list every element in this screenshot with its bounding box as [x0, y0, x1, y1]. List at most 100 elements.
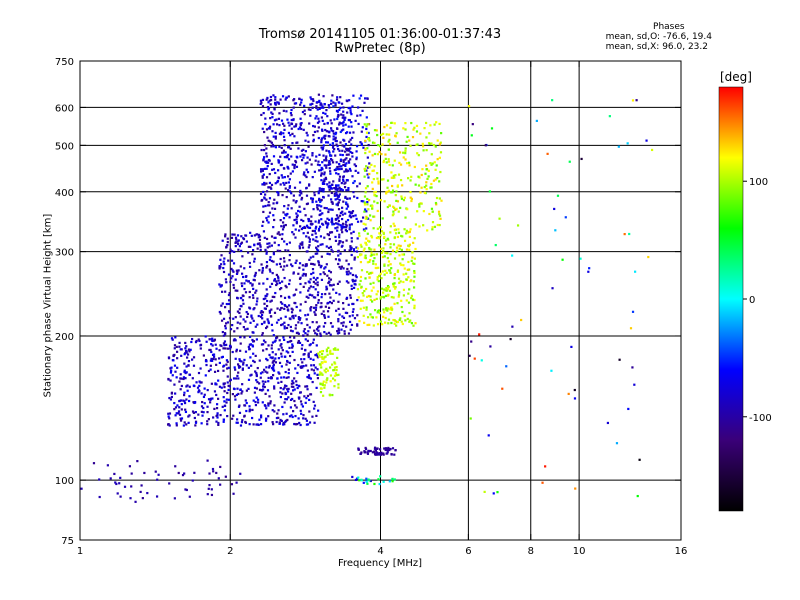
data-point — [388, 289, 392, 292]
data-point — [253, 244, 256, 247]
data-point — [299, 291, 302, 294]
data-point — [282, 151, 285, 154]
data-point — [252, 278, 255, 281]
data-point — [261, 317, 264, 320]
data-point — [366, 156, 369, 159]
data-point — [118, 482, 121, 485]
data-point — [343, 116, 346, 119]
data-point — [200, 392, 203, 395]
data-point — [373, 200, 376, 203]
data-point — [419, 202, 422, 205]
data-point — [255, 338, 258, 341]
data-point — [338, 101, 341, 104]
data-point — [317, 299, 320, 302]
data-point — [554, 229, 557, 232]
data-point — [168, 424, 171, 427]
data-point — [205, 340, 208, 343]
data-point — [363, 247, 366, 250]
data-point — [274, 361, 278, 364]
data-point — [488, 190, 491, 193]
data-point — [366, 147, 369, 150]
data-point — [139, 490, 142, 494]
data-point — [238, 365, 242, 368]
data-point — [185, 488, 188, 492]
data-point — [297, 229, 301, 232]
data-point — [371, 181, 374, 184]
data-point — [298, 262, 302, 265]
data-point — [169, 371, 173, 374]
data-point — [359, 275, 363, 279]
data-point — [324, 266, 327, 269]
data-point — [251, 345, 255, 348]
data-point — [245, 275, 248, 278]
data-point — [304, 263, 307, 266]
data-point — [309, 114, 312, 117]
data-point — [315, 333, 319, 336]
data-point — [322, 271, 325, 274]
data-point — [334, 258, 338, 261]
data-point — [327, 104, 330, 107]
data-point — [376, 323, 380, 326]
data-point — [294, 236, 297, 239]
data-point — [412, 128, 415, 131]
data-point — [352, 215, 355, 218]
data-point — [356, 196, 359, 200]
data-point — [302, 232, 305, 235]
data-point — [363, 175, 366, 178]
data-point — [304, 282, 307, 285]
data-point — [265, 182, 268, 185]
data-point — [278, 372, 281, 375]
data-point — [334, 362, 337, 365]
data-point — [279, 391, 282, 394]
data-point — [299, 317, 302, 320]
data-point — [204, 335, 207, 338]
data-point — [203, 387, 206, 390]
data-point — [287, 189, 290, 192]
data-point — [332, 283, 335, 286]
data-point — [360, 253, 363, 256]
data-point — [348, 249, 351, 252]
data-point — [382, 178, 385, 181]
data-point — [267, 108, 270, 111]
data-point — [330, 102, 333, 105]
data-point — [369, 449, 372, 453]
data-point — [119, 476, 122, 479]
data-point — [328, 300, 332, 304]
data-point — [328, 269, 331, 273]
data-point — [211, 337, 214, 340]
data-point — [413, 165, 416, 169]
data-point — [330, 191, 333, 195]
data-point — [273, 385, 276, 388]
data-point — [378, 150, 381, 154]
data-point — [350, 240, 353, 243]
data-point — [170, 366, 173, 369]
data-point — [299, 423, 302, 427]
data-point — [305, 187, 308, 190]
data-point — [354, 214, 357, 217]
data-point — [268, 311, 271, 314]
data-point — [252, 308, 255, 311]
data-point — [241, 418, 244, 422]
data-point — [247, 387, 250, 390]
data-point — [215, 403, 219, 406]
data-point — [360, 269, 364, 272]
data-point — [373, 253, 376, 256]
data-point — [316, 284, 319, 287]
data-point — [265, 216, 268, 220]
data-point — [273, 387, 276, 390]
data-point — [295, 331, 299, 335]
data-point — [299, 309, 302, 312]
data-point — [296, 386, 299, 390]
data-point — [230, 483, 234, 486]
data-point — [272, 374, 275, 377]
data-point — [345, 224, 348, 227]
data-point — [240, 392, 243, 395]
data-point — [299, 409, 302, 412]
data-point — [316, 293, 319, 297]
data-point — [290, 207, 293, 210]
data-point — [253, 386, 257, 389]
data-point — [183, 472, 186, 475]
data-point — [369, 219, 372, 222]
data-point — [335, 98, 339, 101]
